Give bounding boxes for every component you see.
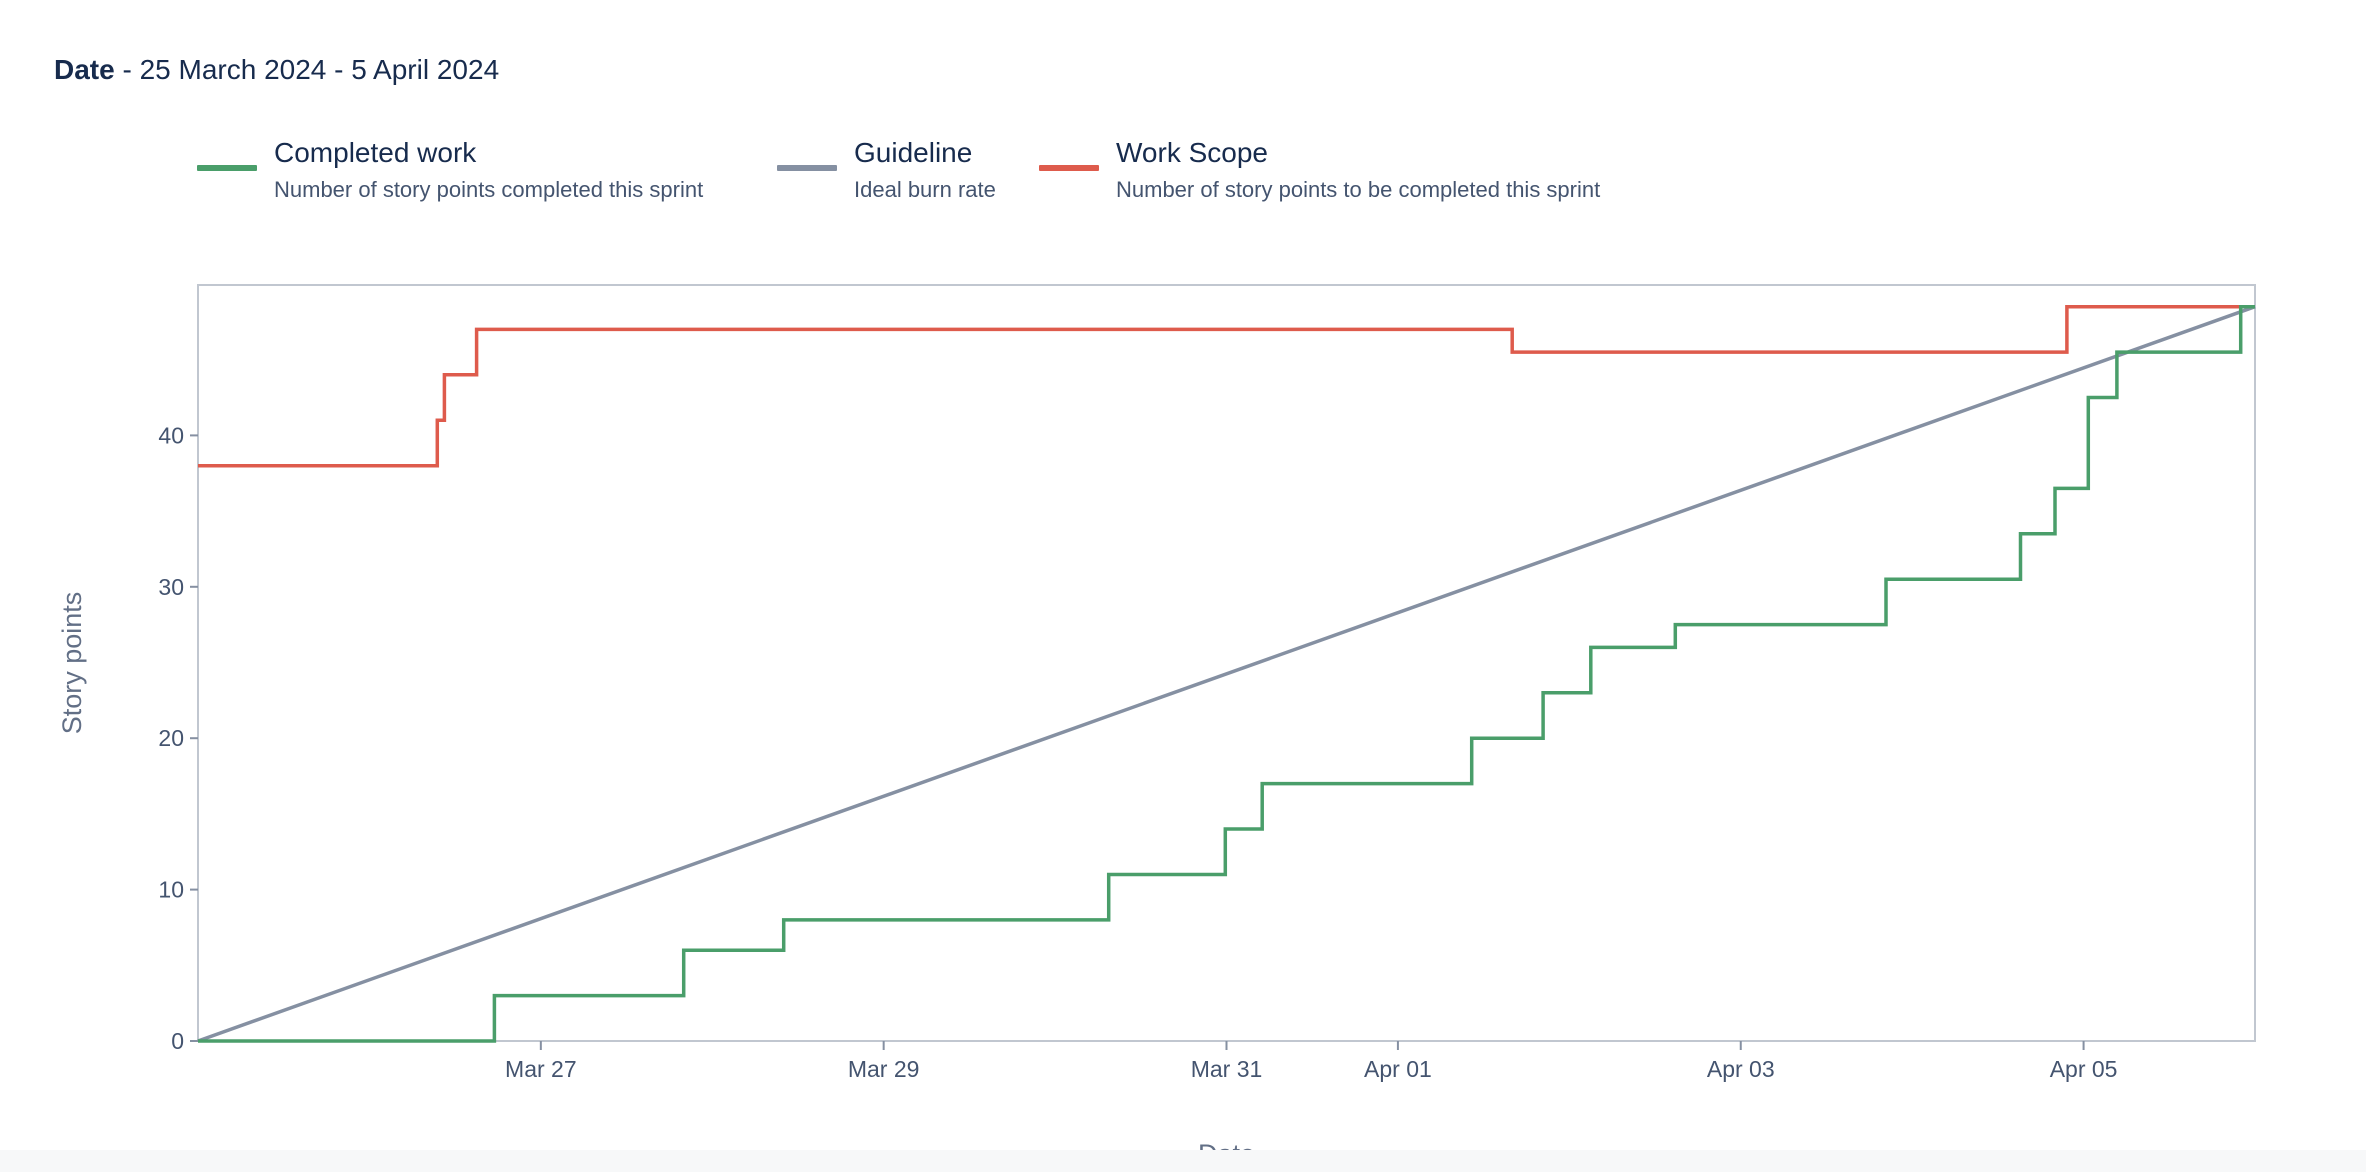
legend-name-work-scope: Work Scope <box>1116 137 1268 168</box>
x-tick-label: Apr 01 <box>1364 1056 1432 1082</box>
legend-description-completed-work: Number of story points completed this sp… <box>274 177 704 202</box>
y-tick-label: 10 <box>158 877 184 903</box>
series-line-completed-work <box>198 304 2255 1043</box>
x-tick-label: Apr 05 <box>2050 1056 2118 1082</box>
legend-description-guideline: Ideal burn rate <box>854 177 996 202</box>
x-tick-label: Mar 29 <box>848 1056 920 1082</box>
chart-date-range-title: Date - 25 March 2024 - 5 April 2024 <box>54 52 499 88</box>
legend-swatch-guideline <box>777 165 837 171</box>
footer-band <box>0 1150 2366 1172</box>
plot-frame <box>197 284 2256 1042</box>
x-tick-label: Mar 27 <box>505 1056 577 1082</box>
legend-swatch-completed-work <box>197 165 257 171</box>
y-tick-label: 40 <box>158 422 184 448</box>
x-tick-label: Mar 31 <box>1191 1056 1263 1082</box>
y-tick-label: 20 <box>158 725 184 751</box>
x-tick-label: Apr 03 <box>1707 1056 1775 1082</box>
date-range-text: - 25 March 2024 - 5 April 2024 <box>114 54 500 85</box>
date-label: Date <box>54 54 115 85</box>
series-line-guideline <box>197 305 2256 1043</box>
legend-name-completed-work: Completed work <box>274 137 477 168</box>
legend-name-guideline: Guideline <box>854 137 973 168</box>
series-line-work-scope <box>198 304 2255 468</box>
legend-description-work-scope: Number of story points to be completed t… <box>1116 177 1601 202</box>
y-axis-label: Story points <box>57 592 87 735</box>
legend-swatch-work-scope <box>1039 165 1099 171</box>
y-tick-label: 0 <box>171 1028 184 1054</box>
y-tick-label: 30 <box>158 574 184 600</box>
